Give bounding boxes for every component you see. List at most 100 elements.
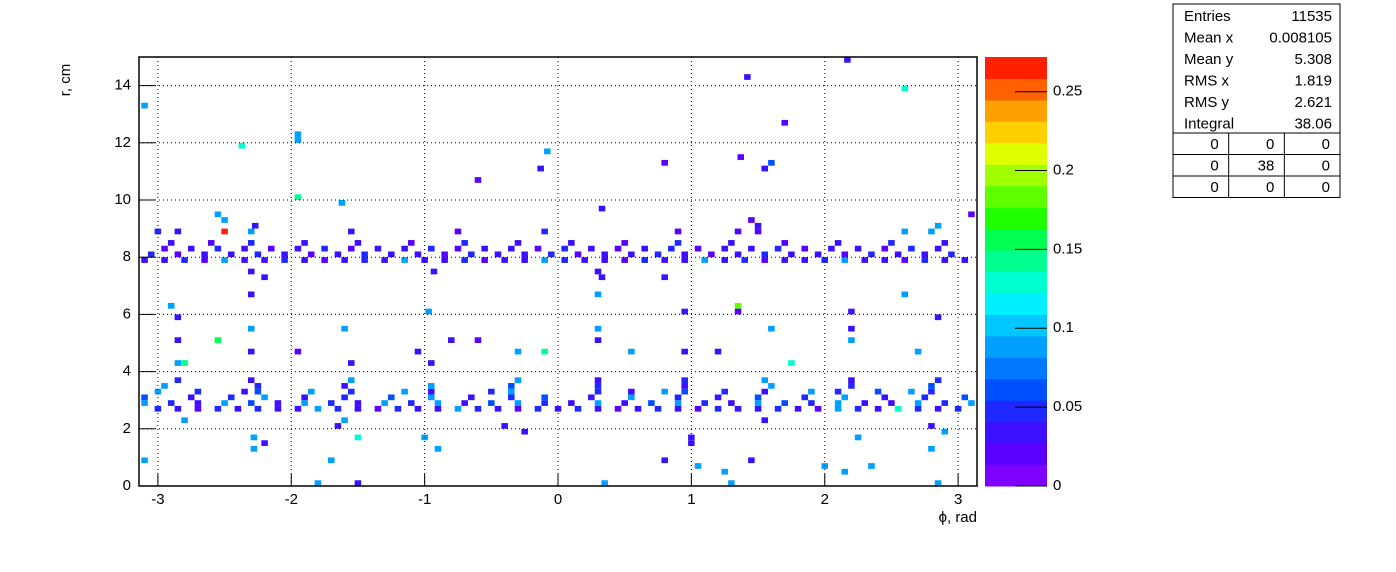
- cell: [354, 405, 362, 412]
- cell: [861, 257, 869, 263]
- cell: [628, 388, 635, 395]
- cell: [881, 245, 889, 252]
- cell: [201, 257, 208, 263]
- cell: [881, 257, 889, 263]
- cell: [594, 383, 602, 389]
- cell: [251, 222, 259, 229]
- cell: [334, 423, 342, 429]
- cell: [661, 159, 668, 166]
- cell: [274, 400, 282, 406]
- cell: [541, 394, 548, 401]
- cell: [254, 383, 262, 389]
- x-tick-label: -3: [151, 491, 164, 508]
- cell: [474, 405, 482, 412]
- cell: [934, 377, 942, 384]
- cell: [408, 400, 415, 406]
- cell: [214, 245, 222, 252]
- cell: [654, 405, 662, 412]
- x-tick-label: -1: [418, 491, 431, 508]
- cell: [250, 445, 258, 452]
- cell: [301, 400, 308, 406]
- cell: [534, 405, 542, 412]
- cell: [161, 245, 168, 252]
- cell: [734, 405, 742, 412]
- cell: [348, 360, 355, 366]
- stat-cell: 0: [1322, 136, 1330, 153]
- cell: [401, 257, 408, 263]
- cell: [961, 394, 969, 401]
- stat-cell: 0: [1266, 136, 1274, 153]
- cell: [681, 348, 688, 355]
- cell: [674, 400, 682, 406]
- cell: [721, 245, 728, 252]
- cell: [901, 291, 909, 298]
- cell: [294, 137, 302, 143]
- palette-band: [985, 99, 1047, 122]
- cell: [314, 405, 322, 412]
- cell: [674, 240, 682, 246]
- cell: [781, 257, 789, 263]
- palette-band: [985, 121, 1047, 144]
- cell: [654, 251, 662, 258]
- stat-label: Integral: [1184, 115, 1234, 132]
- cell: [341, 394, 348, 401]
- y-tick-label: 0: [123, 477, 131, 494]
- stat-value: 1.819: [1294, 72, 1332, 89]
- cell: [598, 274, 606, 281]
- cell: [641, 257, 648, 263]
- cell: [474, 337, 482, 343]
- cell: [844, 57, 851, 63]
- plot-frame: [138, 56, 978, 487]
- cell: [914, 405, 922, 412]
- cell: [321, 257, 328, 263]
- cell: [348, 377, 355, 384]
- cell: [921, 251, 929, 258]
- cell: [141, 102, 148, 109]
- cell: [321, 245, 328, 252]
- cell: [934, 480, 942, 486]
- cell: [294, 348, 302, 355]
- cell: [174, 337, 182, 343]
- cell: [681, 308, 688, 315]
- cell: [161, 383, 168, 389]
- cell: [414, 348, 422, 355]
- cell: [481, 245, 488, 252]
- cell: [781, 400, 789, 406]
- cell: [341, 325, 348, 332]
- stats-box: [1172, 3, 1341, 198]
- cell: [234, 405, 242, 412]
- cell: [154, 228, 162, 235]
- cell: [728, 240, 735, 246]
- cell: [841, 251, 849, 258]
- palette-band: [985, 207, 1047, 230]
- cell: [641, 245, 648, 252]
- cell: [901, 257, 909, 263]
- cell: [541, 228, 548, 235]
- cell: [754, 405, 762, 412]
- cell: [854, 434, 862, 441]
- stat-label: Mean x: [1184, 29, 1234, 46]
- cell: [241, 388, 248, 395]
- cell: [281, 251, 288, 258]
- cell: [241, 245, 248, 252]
- cell: [537, 165, 544, 172]
- cell: [381, 257, 388, 263]
- x-tick-label: -2: [285, 491, 298, 508]
- cell: [154, 405, 162, 412]
- palette-band: [985, 185, 1047, 208]
- cell: [141, 257, 148, 263]
- x-tick-label: 3: [954, 491, 962, 508]
- cell: [734, 228, 742, 235]
- cell: [621, 240, 628, 246]
- cell: [681, 388, 688, 395]
- stat-value: 38.06: [1294, 115, 1332, 132]
- cell: [430, 268, 438, 275]
- cell: [341, 383, 348, 389]
- cell: [834, 388, 842, 395]
- cell: [354, 434, 362, 441]
- cell: [714, 405, 722, 412]
- stat-cell: 0: [1322, 157, 1330, 174]
- cell: [221, 257, 228, 263]
- y-tick-label: 14: [114, 77, 131, 94]
- cell: [181, 417, 188, 424]
